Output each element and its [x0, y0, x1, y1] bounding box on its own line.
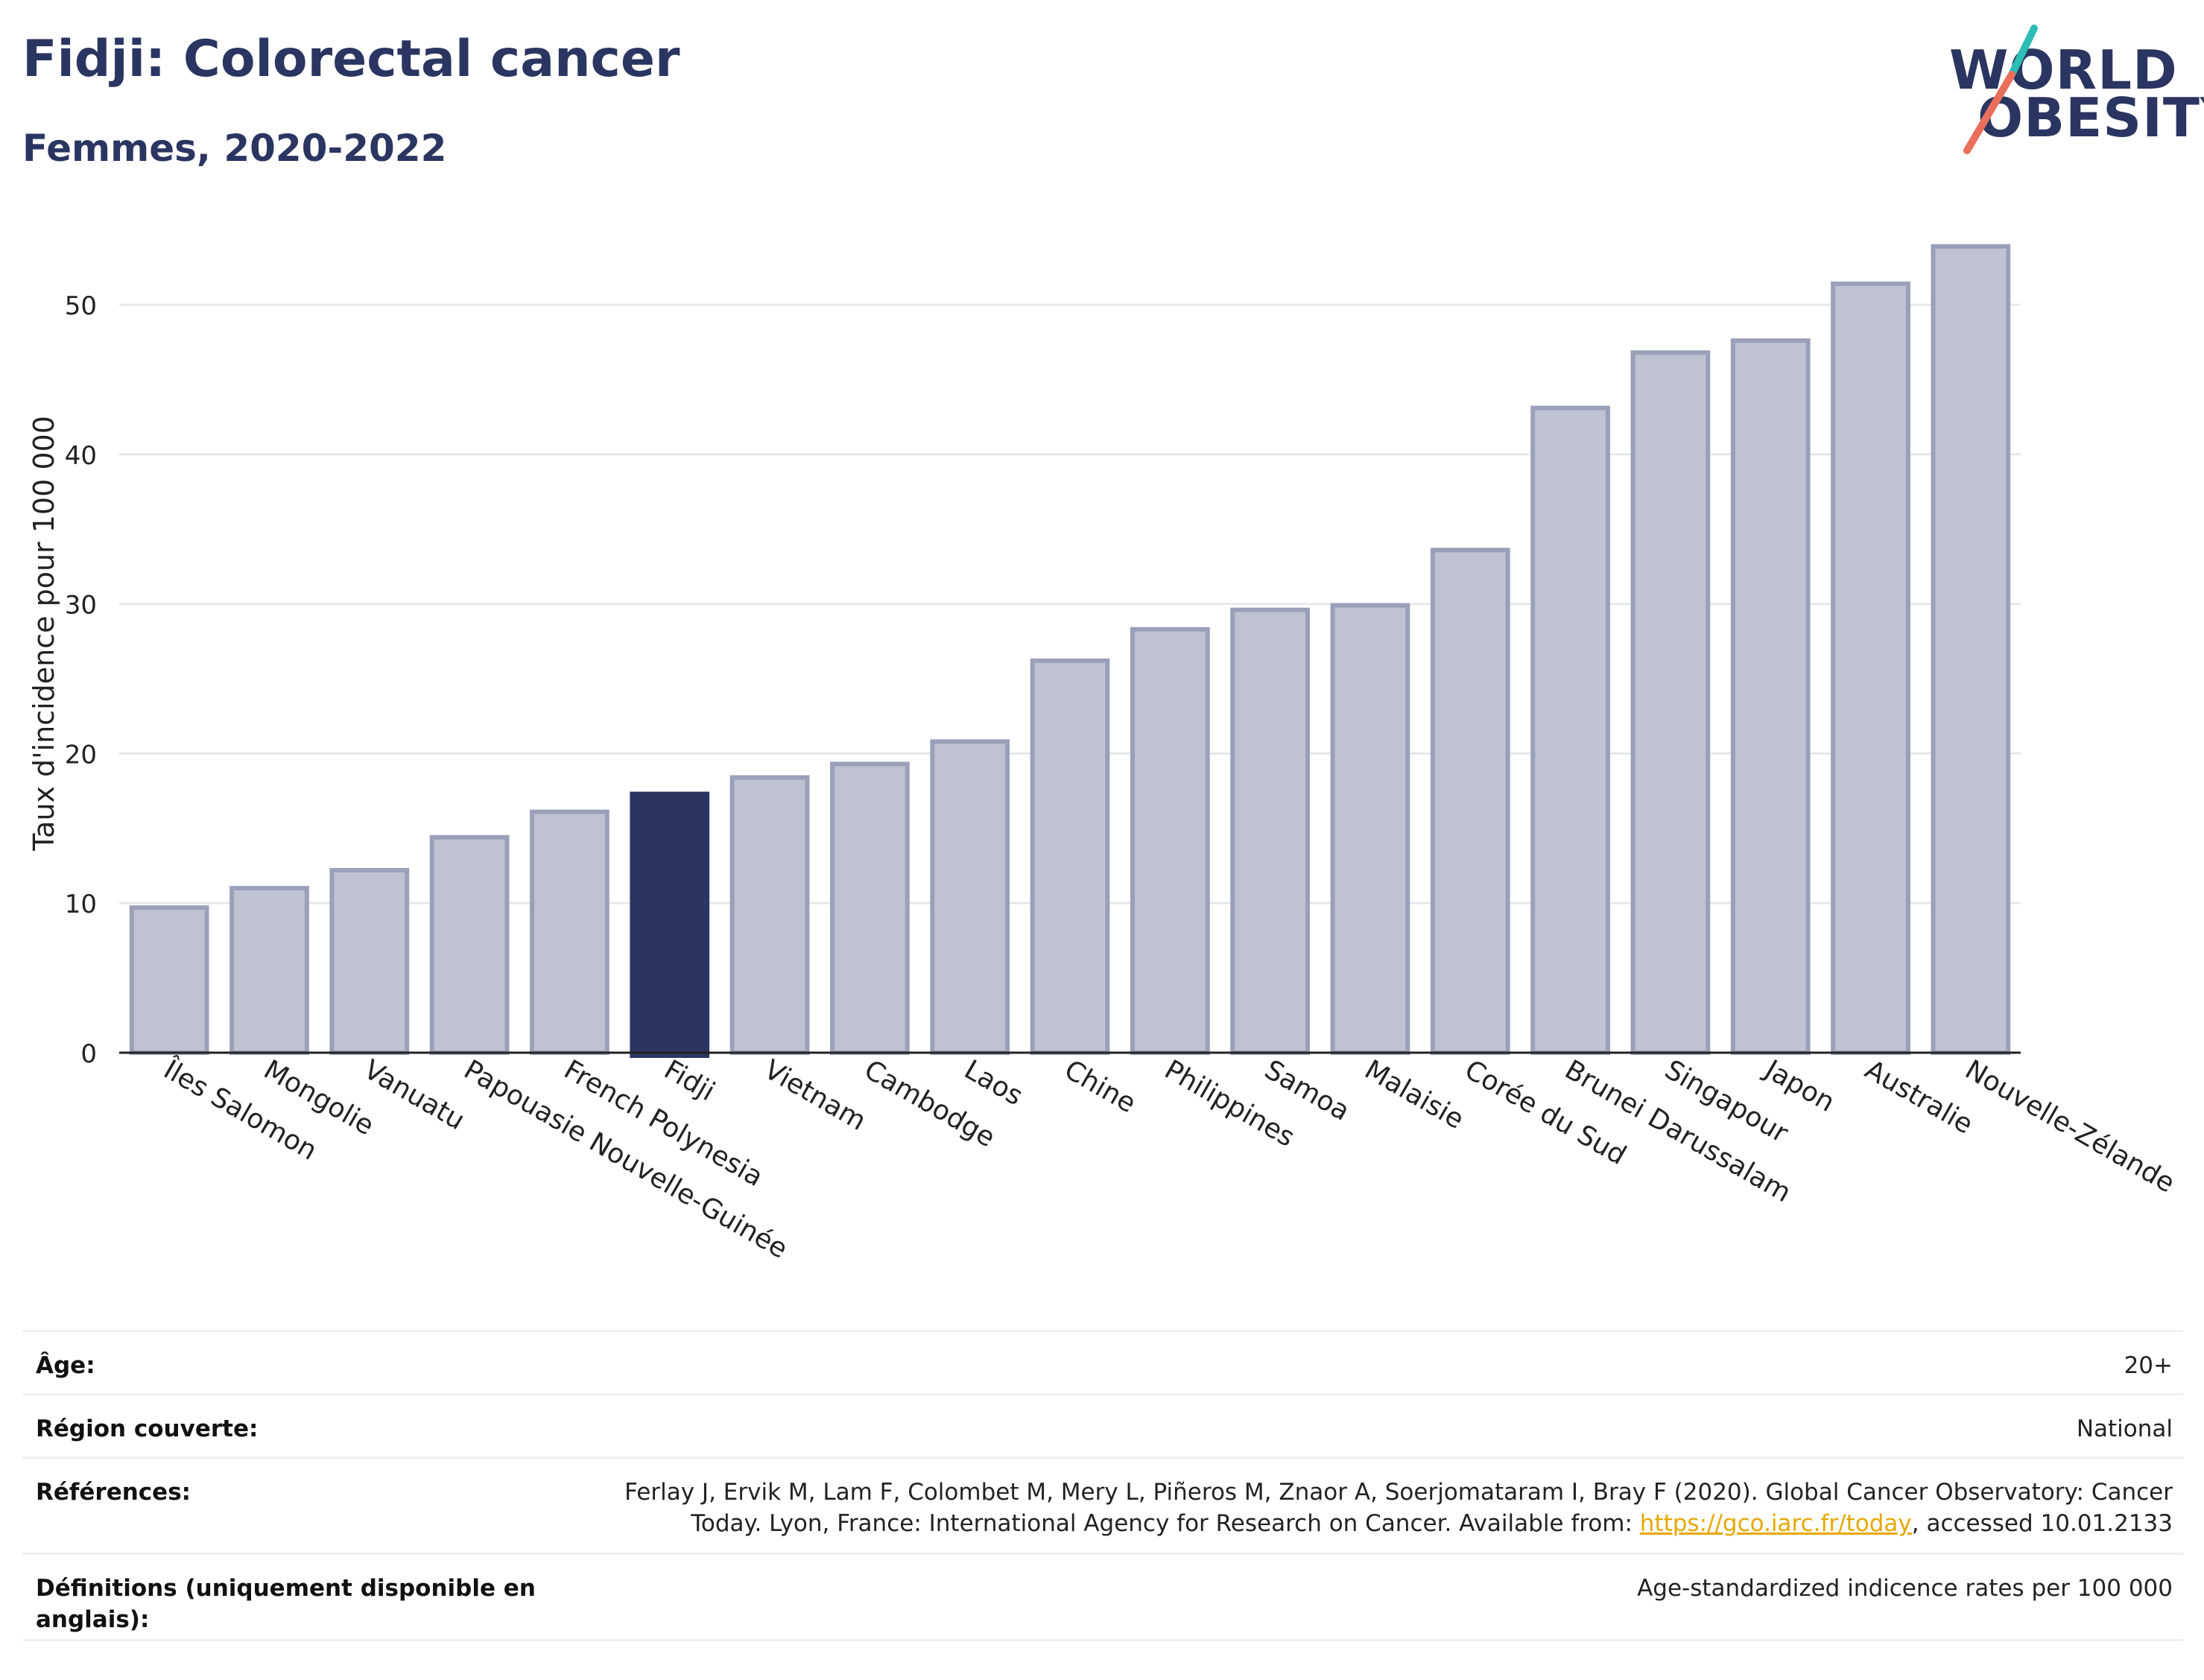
bar: [1530, 405, 1610, 1055]
bar: [1030, 658, 1110, 1055]
meta-row-definitions: Définitions (uniquement disponible en an…: [22, 1553, 2183, 1649]
y-tick-labels: 0 10 20 30 40 50: [65, 291, 97, 1069]
bar: [329, 868, 410, 1056]
meta-row-references: Références: Ferlay J, Ervik M, Lam F, Co…: [22, 1456, 2183, 1553]
metadata-table: Âge: 20+ Région couverte: National Référ…: [22, 1330, 2183, 1649]
x-tick-label: Chine: [1060, 1054, 1141, 1119]
bar: [1330, 603, 1410, 1055]
y-tick-label: 20: [65, 740, 97, 770]
bar: [1430, 548, 1510, 1055]
bar: [129, 905, 209, 1055]
x-tick-label: Australie: [1860, 1054, 1977, 1140]
meta-label-age: Âge:: [36, 1352, 95, 1379]
reference-link[interactable]: https://gco.iarc.fr/today: [1639, 1510, 1912, 1537]
bar: [830, 761, 910, 1056]
meta-row-region: Région couverte: National: [22, 1393, 2183, 1456]
reference-accessed: , accessed 10.01.2133: [1911, 1510, 2173, 1537]
bar: [530, 809, 609, 1056]
logo-line1: WORLD: [1949, 39, 2178, 101]
bar: [729, 775, 810, 1055]
meta-label-references: Références:: [36, 1479, 191, 1506]
y-tick-label: 0: [80, 1039, 97, 1069]
bar: [1230, 607, 1311, 1055]
x-tick-label: Japon: [1758, 1053, 1840, 1118]
x-tick-label: Vietnam: [759, 1054, 871, 1137]
page-subtitle: Femmes, 2020-2022: [22, 127, 447, 170]
meta-label-definitions: Définitions (uniquement disponible en an…: [36, 1575, 536, 1633]
meta-value-references: Ferlay J, Ervik M, Lam F, Colombet M, Me…: [608, 1477, 2173, 1539]
y-tick-label: 10: [65, 890, 97, 919]
world-obesity-logo: WORLD OBESITY: [1945, 22, 2204, 164]
bar-highlight: [630, 791, 710, 1058]
bar: [429, 834, 510, 1056]
y-axis-label: Taux d'incidence pour 100 000: [28, 416, 60, 852]
page-title: Fidji: Colorectal cancer: [22, 30, 680, 89]
bar: [930, 739, 1010, 1055]
bar: [1931, 244, 2011, 1055]
bar: [1730, 338, 1811, 1055]
y-tick-label: 50: [65, 291, 97, 321]
x-tick-label: Vanuatu: [358, 1054, 469, 1136]
x-tick-label: Laos: [959, 1054, 1027, 1112]
bar: [1630, 350, 1711, 1056]
bars: [129, 244, 2011, 1058]
x-tick-label: Fidji: [659, 1054, 720, 1107]
y-tick-label: 40: [65, 441, 97, 471]
logo-slash-icon: [1963, 25, 2038, 154]
meta-row-age: Âge: 20+: [22, 1330, 2183, 1393]
meta-value-definitions: Age-standardized indicence rates per 100…: [1637, 1575, 2173, 1602]
reference-text: Ferlay J, Ervik M, Lam F, Colombet M, Me…: [624, 1479, 2173, 1537]
logo-line2: OBESITY: [1977, 86, 2204, 149]
bar: [229, 886, 309, 1055]
meta-value-region: National: [2076, 1416, 2173, 1442]
bar-chart: 0 10 20 30 40 50 Îles SalomonMongolieVanuatuP…: [28, 244, 2180, 1265]
table-bottom-border: [22, 1639, 2183, 1641]
x-tick-label: Malaisie: [1359, 1054, 1469, 1135]
x-tick-label: Nouvelle-Zélande: [1960, 1054, 2179, 1199]
bar: [1130, 627, 1210, 1055]
y-tick-label: 30: [65, 591, 97, 621]
meta-value-age: 20+: [2124, 1352, 2173, 1379]
meta-label-region: Région couverte:: [36, 1416, 259, 1442]
bar: [1831, 281, 1910, 1056]
